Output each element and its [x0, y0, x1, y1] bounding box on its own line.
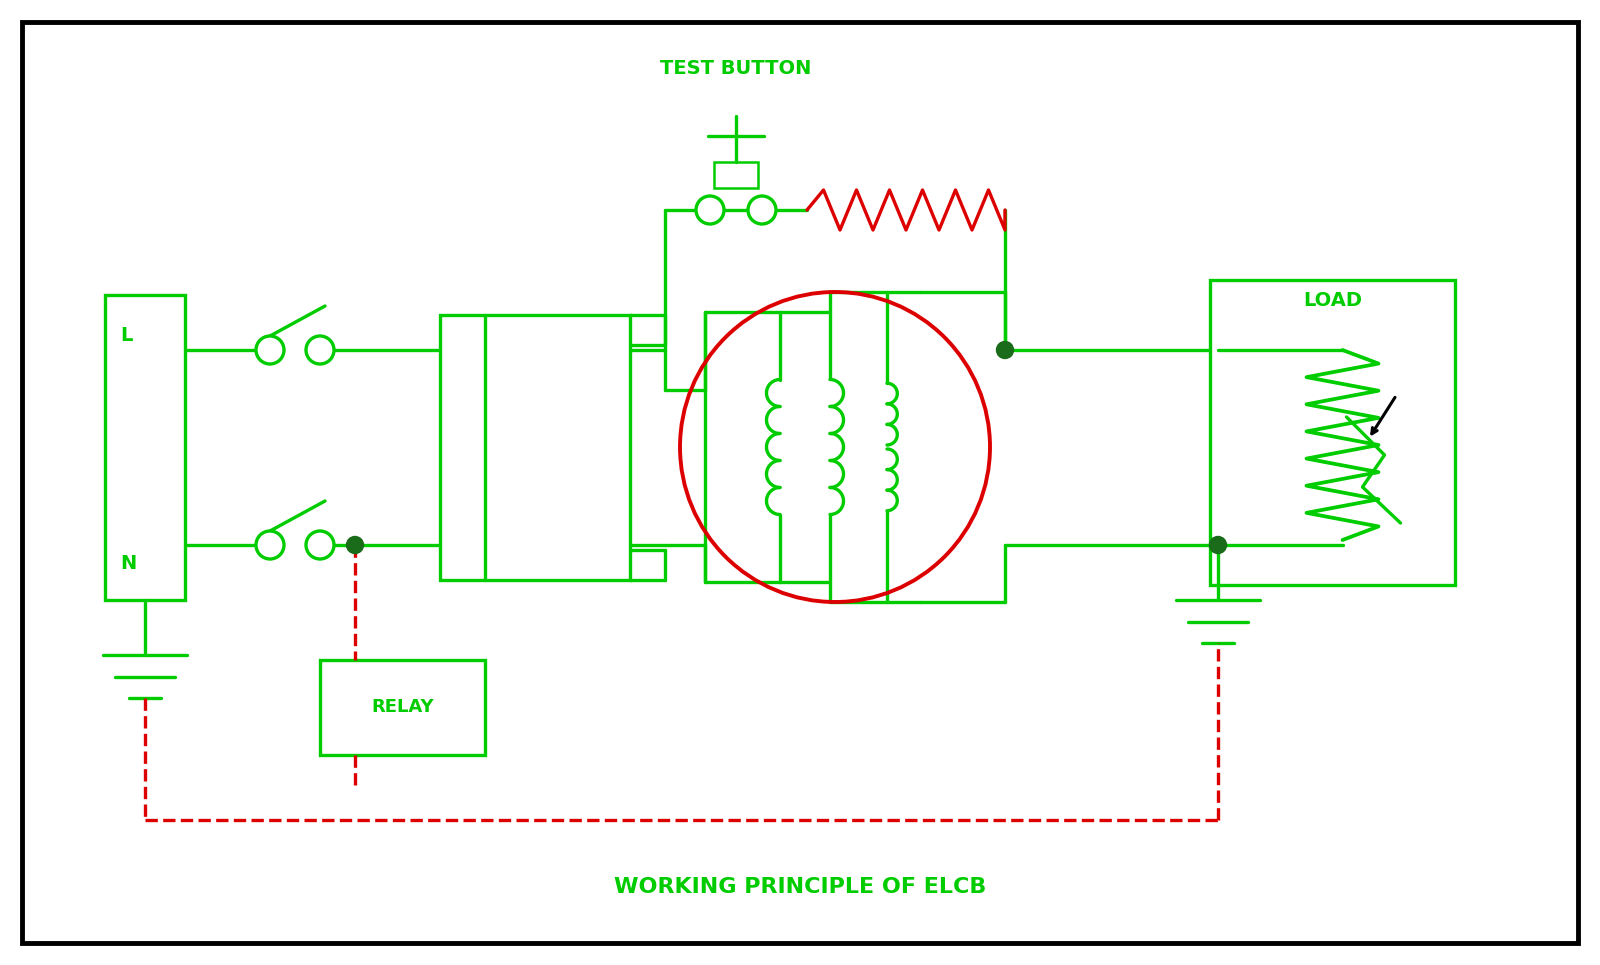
- Circle shape: [306, 531, 334, 559]
- Text: TEST BUTTON: TEST BUTTON: [661, 59, 811, 77]
- Text: L: L: [120, 326, 133, 345]
- Circle shape: [306, 336, 334, 364]
- Circle shape: [1210, 537, 1227, 554]
- Circle shape: [256, 531, 285, 559]
- Circle shape: [696, 196, 723, 224]
- Bar: [714, 162, 758, 188]
- Text: N: N: [120, 554, 136, 573]
- Circle shape: [770, 381, 901, 513]
- Circle shape: [256, 336, 285, 364]
- Circle shape: [749, 196, 776, 224]
- Text: WORKING PRINCIPLE OF ELCB: WORKING PRINCIPLE OF ELCB: [614, 877, 986, 897]
- Text: RELAY: RELAY: [371, 699, 434, 716]
- Bar: [320, 660, 485, 755]
- Bar: [106, 295, 186, 600]
- Text: LOAD: LOAD: [1302, 291, 1362, 310]
- Bar: [440, 315, 630, 580]
- Bar: [1210, 280, 1454, 585]
- Circle shape: [997, 342, 1013, 359]
- Circle shape: [347, 537, 363, 554]
